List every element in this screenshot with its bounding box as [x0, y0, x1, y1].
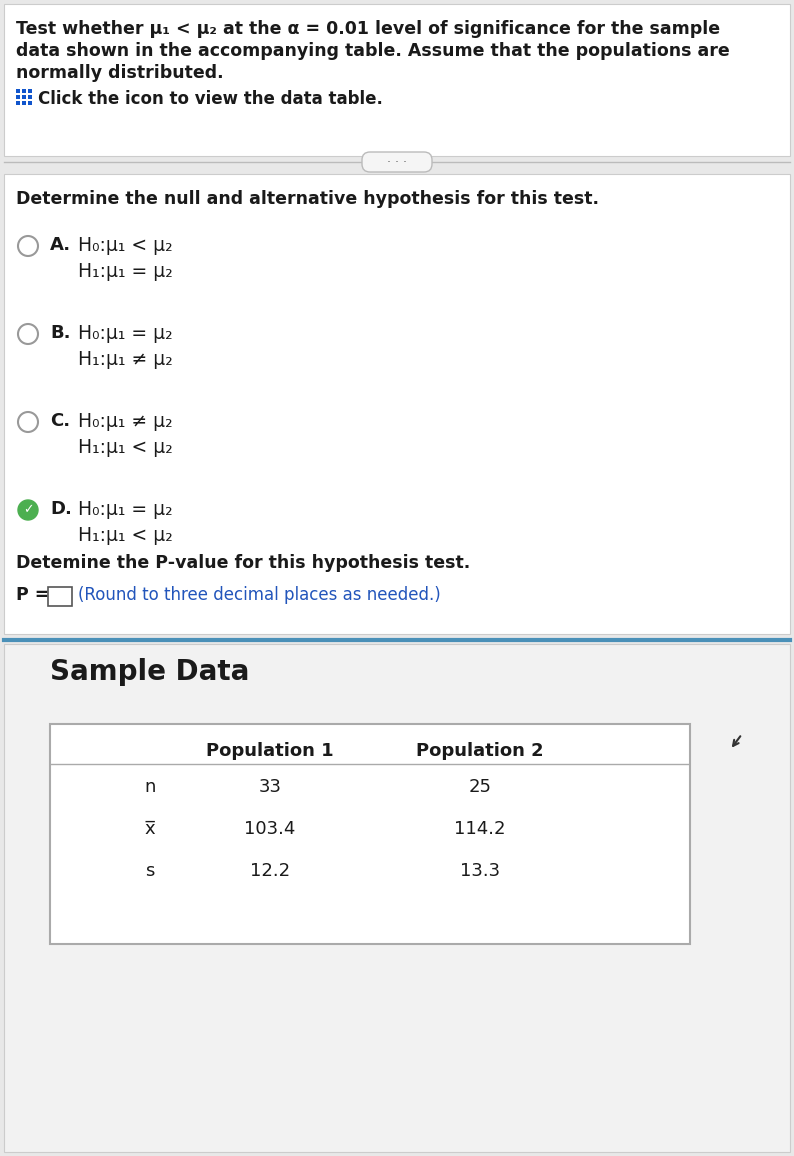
Bar: [22, 89, 26, 92]
Text: (Round to three decimal places as needed.): (Round to three decimal places as needed…: [78, 586, 441, 603]
Text: x̅: x̅: [145, 820, 156, 838]
Text: Test whether μ₁ < μ₂ at the α = 0.01 level of significance for the sample: Test whether μ₁ < μ₂ at the α = 0.01 lev…: [16, 20, 720, 38]
Text: 12.2: 12.2: [250, 862, 290, 880]
Bar: [16, 95, 20, 99]
Text: · · ·: · · ·: [387, 156, 407, 169]
Bar: [28, 95, 32, 99]
Text: C.: C.: [50, 412, 70, 430]
Text: Sample Data: Sample Data: [50, 658, 249, 686]
Bar: [22, 101, 26, 105]
Bar: [4, 3, 790, 156]
Bar: [4, 644, 790, 1153]
FancyBboxPatch shape: [362, 151, 432, 172]
Text: H₁:μ₁ = μ₂: H₁:μ₁ = μ₂: [78, 262, 173, 281]
Text: Click the icon to view the data table.: Click the icon to view the data table.: [38, 90, 383, 108]
Text: B.: B.: [50, 324, 71, 342]
Text: Population 2: Population 2: [416, 742, 544, 759]
Text: H₀:μ₁ = μ₂: H₀:μ₁ = μ₂: [78, 501, 172, 519]
Text: H₁:μ₁ < μ₂: H₁:μ₁ < μ₂: [78, 526, 173, 544]
Text: n: n: [145, 778, 156, 796]
Text: Population 1: Population 1: [206, 742, 333, 759]
Circle shape: [18, 236, 38, 255]
Bar: [4, 175, 790, 633]
Text: s: s: [145, 862, 155, 880]
Bar: [50, 724, 690, 944]
Text: Determine the null and alternative hypothesis for this test.: Determine the null and alternative hypot…: [16, 190, 599, 208]
Text: 114.2: 114.2: [454, 820, 506, 838]
Text: 103.4: 103.4: [245, 820, 295, 838]
Circle shape: [18, 412, 38, 432]
Text: H₀:μ₁ = μ₂: H₀:μ₁ = μ₂: [78, 324, 172, 343]
Text: 25: 25: [468, 778, 491, 796]
Bar: [28, 89, 32, 92]
Text: D.: D.: [50, 501, 72, 518]
Text: Detemine the P-value for this hypothesis test.: Detemine the P-value for this hypothesis…: [16, 554, 470, 572]
Bar: [28, 101, 32, 105]
Bar: [22, 95, 26, 99]
Text: 13.3: 13.3: [460, 862, 500, 880]
Text: H₀:μ₁ < μ₂: H₀:μ₁ < μ₂: [78, 236, 172, 255]
Bar: [16, 89, 20, 92]
Circle shape: [18, 501, 38, 520]
Bar: [16, 101, 20, 105]
Bar: [48, 587, 72, 606]
Text: A.: A.: [50, 236, 71, 254]
Text: ✓: ✓: [23, 504, 33, 517]
Text: data shown in the accompanying table. Assume that the populations are: data shown in the accompanying table. As…: [16, 42, 730, 60]
Text: P =: P =: [16, 586, 49, 603]
Text: H₀:μ₁ ≠ μ₂: H₀:μ₁ ≠ μ₂: [78, 412, 172, 431]
Text: 33: 33: [259, 778, 282, 796]
Text: H₁:μ₁ < μ₂: H₁:μ₁ < μ₂: [78, 438, 173, 457]
Circle shape: [18, 324, 38, 344]
Text: normally distributed.: normally distributed.: [16, 64, 224, 82]
Text: H₁:μ₁ ≠ μ₂: H₁:μ₁ ≠ μ₂: [78, 350, 173, 369]
